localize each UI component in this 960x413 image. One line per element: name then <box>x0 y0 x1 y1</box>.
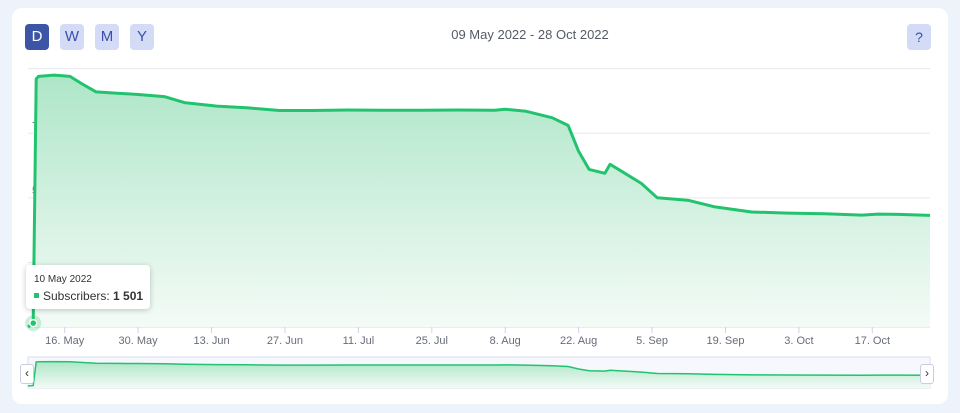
x-tick-label: 5. Sep <box>636 335 668 347</box>
x-tick-label: 16. May <box>45 335 85 347</box>
period-year-button[interactable]: Y <box>130 24 154 50</box>
x-tick-label: 17. Oct <box>855 335 890 347</box>
period-day-button[interactable]: D <box>25 24 49 50</box>
tooltip-date: 10 May 2022 <box>34 274 92 285</box>
x-axis: 16. May 30. May 13. Jun 27. Jun 11. Jul 25. J… <box>45 327 890 347</box>
x-tick-label: 25. Jul <box>416 335 448 347</box>
x-tick-label: 8. Aug <box>490 335 521 347</box>
tooltip-value: 1 501 <box>113 289 144 303</box>
subscribers-area <box>28 75 930 327</box>
navigator-right-arrow[interactable]: › <box>920 364 934 384</box>
x-tick-label: 22. Aug <box>560 335 597 347</box>
date-range-label: 09 May 2022 - 28 Oct 2022 <box>451 27 609 42</box>
x-tick-label: 11. Jul <box>343 335 375 347</box>
x-tick-label: 3. Oct <box>784 335 813 347</box>
tooltip-series-label: Subscribers: <box>43 289 110 303</box>
navigator-area <box>28 361 930 388</box>
navigator-left-arrow[interactable]: ‹ <box>20 364 34 384</box>
tooltip-series-swatch <box>34 293 39 299</box>
x-tick-label: 30. May <box>119 335 159 347</box>
tooltip-row: Subscribers: 1 501 <box>34 289 143 303</box>
tooltip: 10 May 2022 Subscribers: 1 501 <box>26 265 150 309</box>
help-button[interactable]: ? <box>907 24 931 50</box>
x-tick-label: 27. Jun <box>267 335 303 347</box>
x-tick-label: 19. Sep <box>707 335 745 347</box>
hover-point[interactable] <box>28 318 38 328</box>
subscribers-line[interactable] <box>27 73 931 329</box>
navigator-line <box>27 360 931 387</box>
period-week-button[interactable]: W <box>60 24 84 50</box>
x-tick-label: 13. Jun <box>193 335 229 347</box>
period-month-button[interactable]: M <box>95 24 119 50</box>
